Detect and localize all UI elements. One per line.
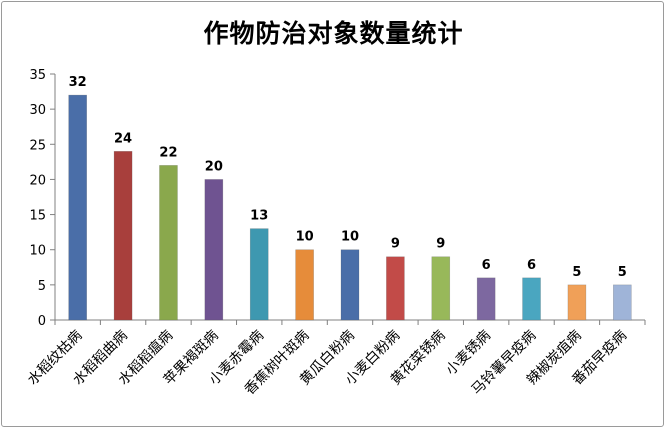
bar bbox=[113, 151, 133, 321]
y-tick-label: 0 bbox=[38, 314, 46, 329]
bars bbox=[68, 94, 632, 321]
data-label: 10 bbox=[296, 230, 314, 245]
data-label: 13 bbox=[250, 209, 268, 224]
data-label: 20 bbox=[205, 159, 223, 174]
bar bbox=[567, 284, 587, 321]
bar bbox=[522, 277, 541, 321]
chart-title: 作物防治对象数量统计 bbox=[203, 19, 464, 48]
data-label: 9 bbox=[436, 237, 445, 252]
y-tick-label: 20 bbox=[29, 173, 46, 188]
bar bbox=[613, 284, 632, 321]
data-label: 24 bbox=[114, 131, 132, 146]
y-tick-label: 5 bbox=[38, 279, 46, 294]
data-labels: 32 24 22 20 13 10 10 9 9 6 6 5 5 bbox=[69, 75, 627, 280]
y-tick-label: 25 bbox=[29, 138, 46, 153]
bar bbox=[295, 249, 314, 321]
y-tick-label: 15 bbox=[29, 209, 46, 224]
y-tick-label: 35 bbox=[29, 68, 46, 83]
data-label: 9 bbox=[391, 237, 400, 252]
bar bbox=[340, 249, 360, 321]
bar bbox=[386, 256, 405, 321]
bar bbox=[159, 165, 178, 321]
data-label: 32 bbox=[69, 75, 87, 90]
data-label: 10 bbox=[341, 230, 359, 245]
y-ticks: 0 5 10 15 20 25 30 35 bbox=[29, 68, 55, 329]
bar bbox=[68, 94, 87, 321]
bar bbox=[431, 256, 451, 321]
data-label: 5 bbox=[618, 265, 627, 280]
data-label: 6 bbox=[482, 258, 491, 273]
category-labels: 水稻纹枯病水稻稻曲病水稻稻瘟病苹果褐斑病小麦赤霉病香蕉树叶斑病黄瓜白粉病小麦白粉… bbox=[25, 327, 630, 398]
data-label: 6 bbox=[527, 258, 536, 273]
bar bbox=[204, 179, 224, 321]
data-label: 5 bbox=[572, 265, 581, 280]
bar bbox=[249, 228, 269, 321]
bar bbox=[476, 277, 496, 321]
y-tick-label: 30 bbox=[29, 103, 46, 118]
data-label: 22 bbox=[159, 145, 177, 160]
y-tick-label: 10 bbox=[29, 244, 46, 259]
